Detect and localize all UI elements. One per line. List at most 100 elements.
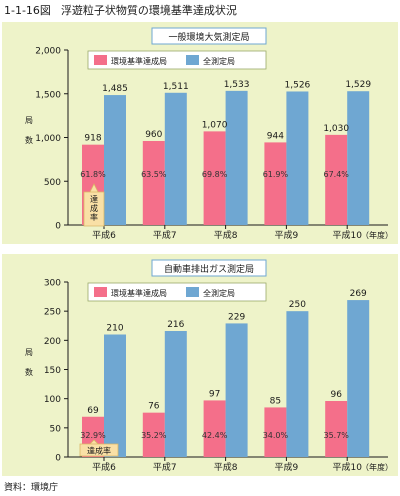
value-label-all: 216: [167, 320, 184, 330]
bar-achieved: [325, 401, 348, 457]
legend-label-achieved: 環境基準達成局: [111, 288, 167, 298]
rate-label: 61.9%: [263, 170, 289, 179]
rate-label: 34.0%: [263, 431, 289, 440]
legend-swatch-all: [186, 55, 199, 65]
bar-all: [347, 300, 370, 457]
y-tick-label: 300: [44, 279, 61, 289]
y-tick-label: 150: [44, 366, 61, 376]
y-tick-label: 0: [55, 454, 61, 464]
bar-achieved: [203, 131, 226, 225]
bar-achieved: [142, 141, 165, 225]
x-tick-label: 平成7: [153, 461, 177, 473]
figure-number: 1-1-16図: [4, 4, 51, 17]
figure-title: 1-1-16図 浮遊粒子状物質の環境基準達成状況: [4, 2, 237, 18]
rate-label: 61.8%: [80, 170, 106, 179]
value-label-all: 1,533: [224, 80, 250, 90]
chart-title-box: [151, 27, 267, 45]
bar-all: [225, 90, 248, 225]
rate-label: 69.8%: [202, 170, 228, 179]
chart-panel-general: 一般環境大気測定局環境基準達成局 全測定局 0 500 1,000 1,500 2,000 局…: [2, 22, 398, 244]
value-label-achieved: 960: [145, 130, 162, 140]
bar-all: [104, 334, 126, 457]
legend-swatch-achieved: [94, 55, 107, 65]
x-tick-label: 平成6: [92, 461, 116, 473]
rate-callout-char: 達: [90, 194, 98, 204]
value-label-all: 1,485: [102, 84, 128, 94]
bar-achieved: [325, 134, 348, 225]
y-axis-label-1: 局: [25, 348, 33, 357]
x-tick-label: 平成9: [275, 229, 299, 241]
y-tick-label: 50: [50, 424, 62, 434]
value-label-achieved: 85: [270, 396, 281, 406]
y-tick-label: 500: [44, 178, 61, 188]
value-label-all: 229: [228, 312, 245, 322]
value-label-all: 1,526: [285, 80, 311, 90]
rate-callout-label: 達成率: [87, 446, 111, 456]
y-axis-label-1: 局: [25, 116, 33, 125]
x-tick-label: 平成8: [214, 229, 238, 241]
chart-title-box: [151, 259, 267, 277]
legend-box: [87, 282, 267, 302]
bar-achieved: [142, 412, 165, 457]
x-unit-label: （年度）: [361, 230, 393, 240]
chart-title: 自動車排出ガス測定局: [164, 263, 254, 275]
value-label-achieved: 944: [267, 131, 284, 141]
value-label-achieved: 1,070: [202, 120, 228, 130]
value-label-achieved: 1,030: [323, 124, 349, 134]
value-label-all: 1,511: [163, 82, 189, 92]
value-label-achieved: 76: [148, 402, 160, 412]
value-label-achieved: 918: [84, 134, 101, 144]
y-tick-label: 1,500: [35, 90, 61, 100]
rate-callout-char: 率: [90, 212, 98, 222]
bar-achieved: [203, 400, 226, 457]
bar-all: [347, 91, 370, 226]
value-label-all: 269: [350, 289, 367, 299]
bar-all: [286, 91, 309, 225]
value-label-all: 250: [289, 300, 306, 310]
value-label-achieved: 97: [209, 389, 220, 399]
rate-callout-box: [79, 439, 119, 457]
bar-achieved: [264, 407, 287, 457]
value-label-achieved: 69: [87, 406, 99, 416]
figure-title-text: 浮遊粒子状物質の環境基準達成状況: [60, 4, 237, 17]
x-tick-label: 平成10: [332, 229, 362, 241]
rate-label: 35.2%: [141, 431, 167, 440]
legend-swatch-all: [186, 287, 199, 297]
y-tick-label: 0: [55, 222, 61, 232]
y-axis-label-2: 数: [25, 367, 33, 377]
source-note: 資料：環境庁: [4, 483, 59, 493]
value-label-achieved: 96: [330, 390, 342, 400]
bar-all: [164, 92, 187, 225]
rate-callout-box: [83, 183, 105, 227]
bar-all: [104, 95, 126, 225]
x-tick-label: 平成10: [332, 461, 362, 473]
legend-label-achieved: 環境基準達成局: [111, 56, 167, 66]
legend-label-all: 全測定局: [203, 56, 235, 66]
y-tick-label: 1,000: [35, 134, 61, 144]
value-label-all: 1,529: [345, 80, 371, 90]
rate-label: 35.7%: [323, 431, 349, 440]
x-tick-label: 平成7: [153, 229, 177, 241]
rate-label: 67.4%: [323, 170, 349, 179]
y-tick-label: 200: [44, 337, 61, 347]
legend-swatch-achieved: [94, 287, 107, 297]
y-axis-label-2: 数: [25, 135, 33, 145]
x-tick-label: 平成8: [214, 461, 238, 473]
bar-achieved: [264, 142, 287, 225]
chart-title: 一般環境大気測定局: [168, 31, 249, 43]
bar-all: [225, 323, 248, 457]
rate-label: 42.4%: [202, 431, 228, 440]
bar-all: [164, 331, 187, 457]
rate-label: 32.9%: [80, 431, 106, 440]
y-tick-label: 2,000: [35, 47, 61, 57]
rate-callout-char: 成: [90, 203, 98, 213]
y-tick-label: 100: [44, 395, 61, 405]
x-tick-label: 平成6: [92, 229, 116, 241]
x-unit-label: （年度）: [361, 462, 393, 472]
y-tick-label: 250: [44, 308, 61, 318]
value-label-all: 210: [106, 324, 123, 334]
legend-box: [87, 50, 267, 70]
rate-label: 63.5%: [141, 170, 167, 179]
